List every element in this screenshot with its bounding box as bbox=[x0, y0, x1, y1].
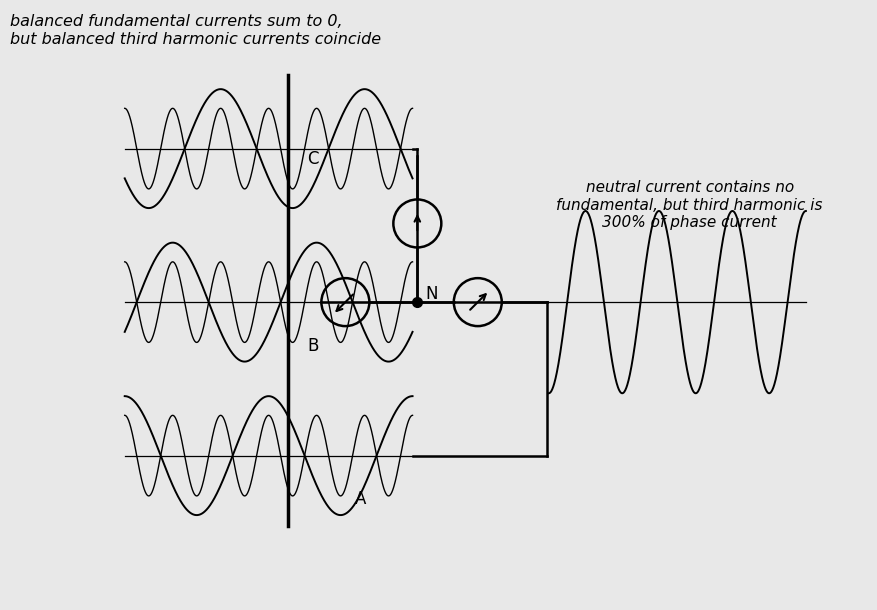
Text: neutral current contains no
fundamental, but third harmonic is
300% of phase cur: neutral current contains no fundamental,… bbox=[556, 181, 823, 230]
Text: balanced fundamental currents sum to 0,
but balanced third harmonic currents coi: balanced fundamental currents sum to 0, … bbox=[10, 14, 381, 47]
Text: B: B bbox=[307, 337, 318, 355]
Text: C: C bbox=[307, 150, 318, 168]
Text: A: A bbox=[355, 490, 367, 508]
Text: N: N bbox=[425, 285, 438, 303]
